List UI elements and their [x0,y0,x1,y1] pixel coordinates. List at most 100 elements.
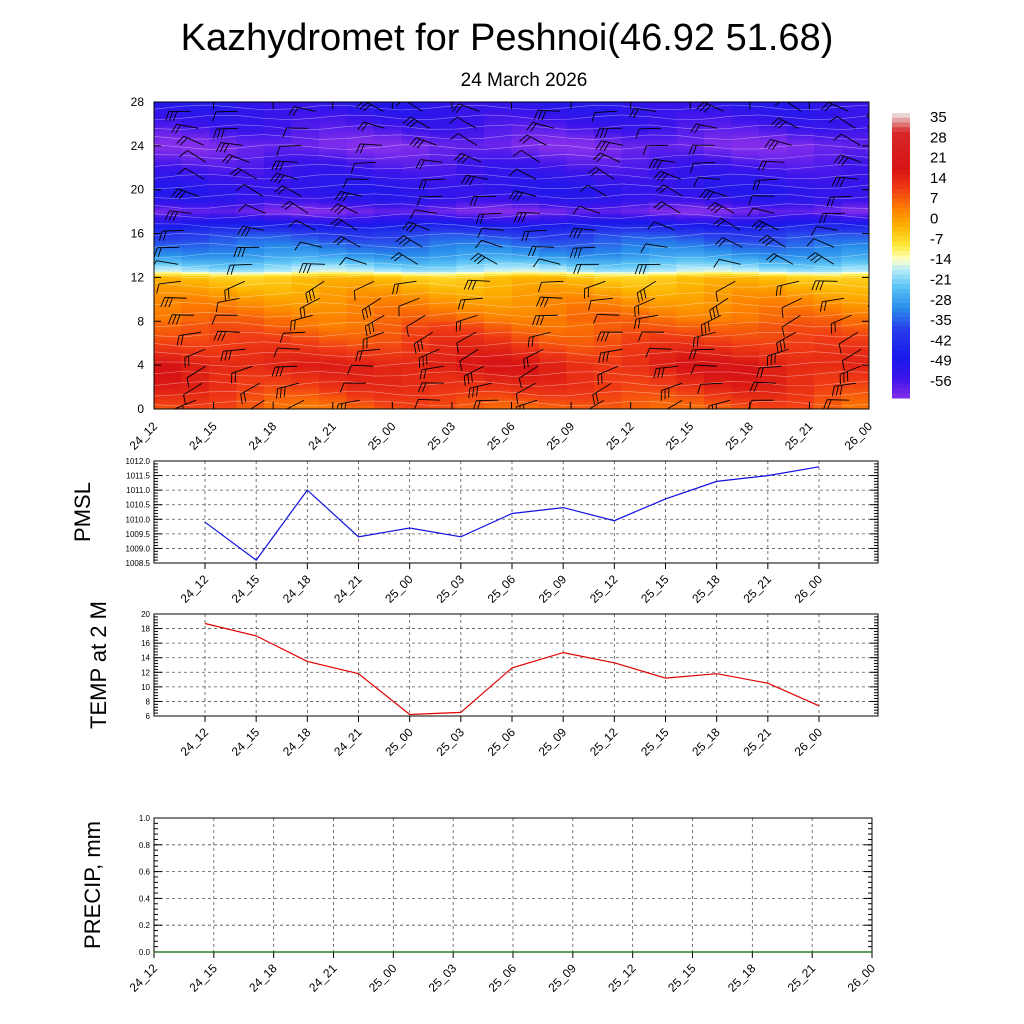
temperature-cell [181,188,210,191]
temperature-cell [621,184,650,187]
temperature-cell [841,286,869,289]
temperature-cell [401,216,430,219]
temperature-cell [539,216,568,219]
temperature-cell [841,392,869,395]
wind-barb-flag [450,133,459,140]
wind-barb-flag [528,246,533,256]
temperature-cell [456,134,485,137]
temperature-cell [539,172,568,175]
temperature-cell [456,312,485,315]
temperature-cell [621,164,650,167]
temperature-cell [401,398,430,401]
temperature-cell [181,168,210,171]
temperature-cell [456,142,485,145]
temperature-cell [456,188,485,191]
temperature-cell [759,234,788,237]
temperature-cell [154,342,183,345]
temperature-cell [704,214,733,217]
temperature-cell [566,138,595,141]
temperature-cell [264,152,293,155]
temperature-cell [814,148,843,151]
wind-barb-flag [707,321,710,332]
wind-barb-flag [526,122,533,131]
temperature-cell [841,240,869,243]
temperature-cell [429,366,458,369]
temperature-cell [181,204,210,207]
temperature-cell [374,170,403,173]
temperature-cell [676,306,705,309]
temperature-cell [181,242,210,245]
temperature-cell [566,350,595,353]
temperature-cell [704,236,733,239]
wind-barb-flag [703,190,711,200]
temperature-cell [786,292,815,295]
temperature-cell [841,146,869,149]
wind-barb-flag [402,221,410,230]
temperature-cell [264,282,293,285]
temperature-cell [291,368,320,371]
temperature-cell [484,308,513,311]
temperature-cell [319,154,348,157]
temperature-cell [209,390,238,393]
temperature-cell [594,358,623,361]
temperature-cell [236,240,265,243]
colorbar-segment [892,298,910,304]
temperature-cell [841,246,869,249]
temperature-cell [676,162,705,165]
temperature-cell [649,396,678,399]
temperature-cell [649,252,678,255]
temperature-cell [814,354,843,357]
temperature-cell [291,226,320,229]
temperature-cell [291,156,320,159]
temperature-cell [759,342,788,345]
temperature-cell [236,264,265,267]
temperature-cell [704,194,733,197]
temperature-cell [731,112,760,115]
temperature-cell [649,168,678,171]
temperature-cell [841,200,869,203]
temperature-cell [539,240,568,243]
wind-barb-flag [713,217,722,225]
temperature-cell [154,102,183,105]
temperature-cell [649,232,678,235]
wind-barb-flag [635,128,640,139]
temperature-cell [566,164,595,167]
temperature-cell [264,126,293,129]
wind-barb-flag [333,205,342,213]
temperature-cell [704,350,733,353]
temperature-cell [594,206,623,209]
wind-barb [871,109,893,112]
temperature-cell [209,388,238,391]
temperature-cell [566,364,595,367]
temperature-cell [291,298,320,301]
temperature-cell [621,178,650,181]
temperature-cell [319,144,348,147]
temperature-cell [704,370,733,373]
temperature-cell [181,322,210,325]
temperature-cell [264,252,293,255]
temperature-cell [511,232,540,235]
temperature-cell [649,368,678,371]
temperature-cell [181,312,210,315]
temperature-cell [181,222,210,225]
temperature-cell [154,376,183,379]
wind-barb-flag [781,327,785,338]
temperature-cell [484,296,513,299]
wind-barb-flag [338,192,345,202]
temperature-cell [759,220,788,223]
temperature-cell [786,210,815,213]
temperature-cell [649,278,678,281]
temperature-cell [346,208,375,211]
wind-barb-flag [157,247,162,258]
temperature-cell [539,304,568,307]
temperature-cell [759,216,788,219]
temperature-cell [704,112,733,115]
temperature-cell [704,348,733,351]
temperature-cell [621,128,650,131]
temperature-cell [841,390,869,393]
wind-barb-flag [288,106,295,116]
temperature-cell [484,228,513,231]
temperature-cell [704,276,733,279]
temperature-cell [594,146,623,149]
